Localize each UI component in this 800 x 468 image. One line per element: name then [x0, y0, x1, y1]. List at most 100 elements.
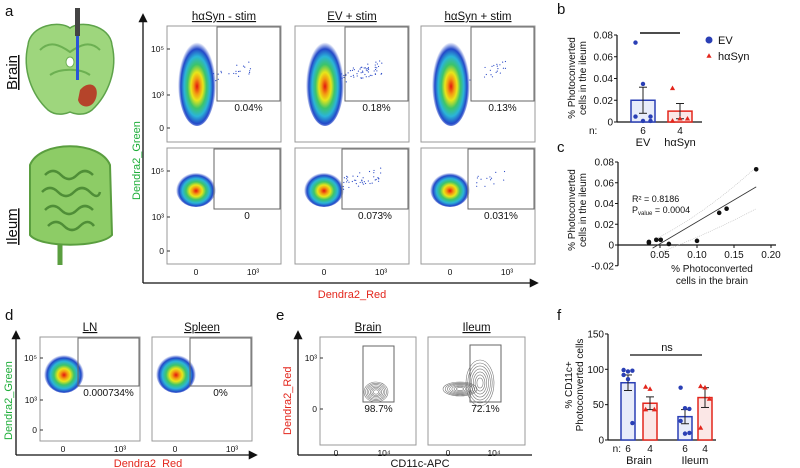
confidence-band-lower	[652, 208, 757, 256]
r-squared-label: R² = 0.8186	[632, 194, 679, 204]
event-dot	[493, 64, 495, 67]
y-axis-label-line1: % Photoconverted	[567, 37, 578, 119]
event-dot	[237, 75, 240, 77]
event-dot	[496, 63, 498, 65]
scatter-point	[658, 237, 664, 243]
gate-percent: 0.04%	[234, 103, 262, 114]
data-point-triangle	[698, 383, 704, 389]
gate	[344, 26, 409, 102]
flow-plot-frame	[420, 147, 536, 265]
data-point-triangle	[669, 85, 676, 91]
event-dot	[353, 76, 355, 78]
data-point-triangle	[698, 425, 704, 430]
event-dot	[365, 69, 367, 71]
data-point-triangle	[706, 396, 712, 401]
brain-illustration	[25, 8, 115, 115]
event-dot	[374, 179, 376, 181]
x-tick-label: 0.15	[724, 250, 744, 261]
data-point-circle	[625, 376, 631, 382]
event-dot	[367, 66, 369, 69]
y-tick-label: 10³	[152, 90, 164, 100]
event-dot	[346, 176, 349, 178]
event-dot	[367, 180, 369, 182]
event-dot	[490, 177, 493, 179]
x-tick-label: 10³	[226, 444, 238, 454]
event-dot	[374, 64, 376, 66]
event-dot	[350, 75, 352, 78]
event-dot	[489, 179, 492, 181]
scatter-point	[724, 206, 729, 211]
contour-line	[476, 377, 484, 389]
legend-label-ev: EV	[718, 35, 733, 47]
data-point-circle	[648, 118, 653, 124]
contour-line	[365, 382, 387, 401]
event-dot	[352, 67, 354, 69]
event-dot	[361, 70, 364, 72]
event-dot	[377, 180, 380, 182]
event-dot	[348, 181, 350, 183]
x-tick-label: 0.20	[761, 250, 781, 261]
column-title: EV + stim	[327, 11, 377, 23]
event-dot	[359, 181, 361, 184]
event-dot	[365, 76, 367, 78]
panel-label-a: a	[5, 3, 14, 20]
event-dot	[373, 70, 375, 72]
regression-line	[652, 186, 757, 249]
data-point-circle	[687, 430, 692, 436]
y-axis-label-line1: % CD11c+	[564, 361, 575, 408]
panel-f-bar-chart: % CD11c+ Photoconverted cells 0 50 100 150 6 4 6…	[564, 329, 716, 467]
y-tick-label: 0.04	[594, 74, 614, 85]
data-point-circle	[640, 81, 646, 87]
x-tick-label: 0	[446, 448, 451, 458]
y-tick-label: 0.06	[595, 178, 615, 189]
event-dot	[248, 73, 250, 75]
event-dot	[369, 182, 371, 185]
panel-label-e: e	[276, 307, 284, 324]
panel-label-d: d	[5, 307, 13, 324]
data-point-triangle	[651, 406, 657, 412]
group-label: Brain	[626, 455, 652, 467]
event-dot	[353, 179, 356, 181]
event-dot	[376, 67, 378, 69]
n-count: 6	[640, 126, 646, 137]
gate-percent: 72.1%	[471, 404, 499, 415]
scatter-point	[654, 237, 659, 243]
x-tick-label: 0	[173, 444, 178, 454]
event-dot	[367, 68, 369, 70]
event-dot	[248, 61, 250, 63]
column-title: Ileum	[462, 322, 490, 334]
event-dot	[486, 177, 488, 179]
event-dot	[352, 74, 354, 76]
event-dot	[380, 167, 382, 169]
x-tick-label: 10³	[247, 267, 259, 277]
event-dot	[248, 71, 251, 74]
event-dot	[343, 181, 345, 184]
flow-plot-frame	[294, 147, 410, 265]
event-dot	[352, 175, 354, 177]
event-dot	[368, 76, 370, 78]
legend-marker-ev	[705, 36, 713, 44]
n-count: 4	[647, 444, 653, 455]
event-dot	[503, 170, 506, 173]
data-point-triangle	[706, 53, 712, 58]
category-label: hαSyn	[664, 137, 695, 149]
data-point-circle	[648, 114, 653, 119]
panel-b-bar-chart: % Photoconverted cells in the ileum 0 0.02 0…	[567, 31, 749, 150]
x-tick-label: 10³	[501, 267, 513, 277]
column-title: Brain	[355, 322, 382, 334]
y-tick-label: 0.04	[595, 199, 615, 210]
event-dot	[497, 68, 499, 70]
y-tick-label: 0	[32, 425, 37, 435]
event-dot	[235, 70, 237, 72]
contour-line	[371, 388, 381, 396]
organ-label-brain: Brain	[4, 55, 21, 90]
data-point-triangle	[643, 384, 649, 389]
scatter-point	[666, 241, 672, 247]
event-dot	[360, 77, 362, 79]
event-dot	[480, 178, 482, 180]
y-tick-label: 150	[587, 329, 604, 340]
data-point-circle	[682, 431, 688, 436]
event-dot	[490, 74, 492, 76]
event-dot	[217, 73, 219, 75]
column-title: hαSyn - stim	[192, 11, 256, 23]
